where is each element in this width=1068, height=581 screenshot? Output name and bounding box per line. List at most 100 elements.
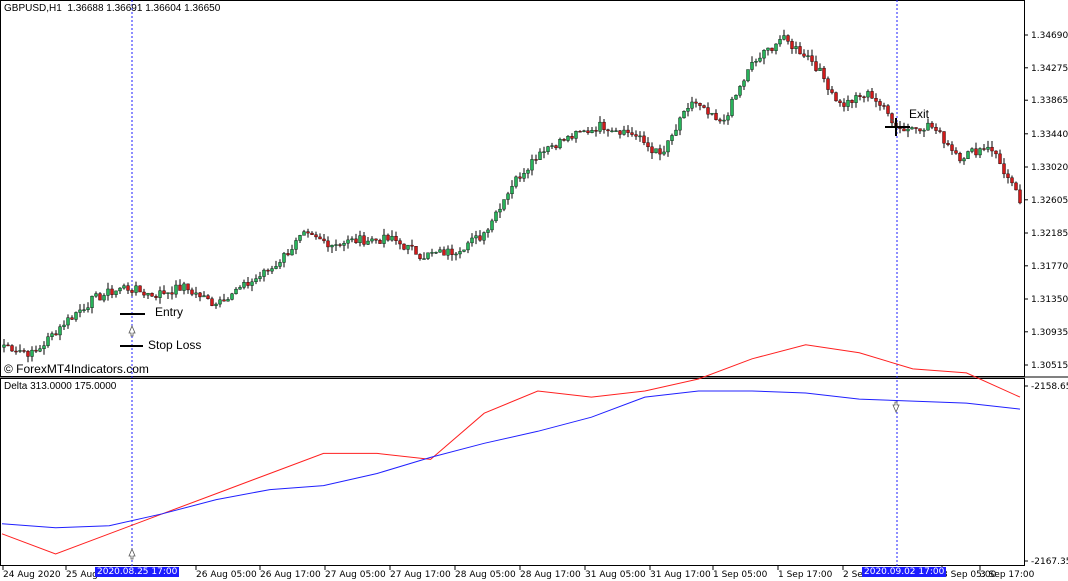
candle-body bbox=[426, 252, 430, 259]
candle-body bbox=[386, 234, 390, 241]
candle-body bbox=[818, 67, 822, 71]
candle-body bbox=[110, 288, 114, 295]
candle-body bbox=[814, 61, 818, 71]
candle-body bbox=[870, 91, 874, 99]
candle-body bbox=[146, 292, 150, 296]
candle-body bbox=[994, 150, 998, 155]
candle-body bbox=[418, 254, 422, 259]
time-tick-label: 28 Aug 05:00 bbox=[455, 570, 516, 580]
candle-body bbox=[338, 244, 342, 246]
candle-body bbox=[70, 317, 74, 320]
candle-body bbox=[970, 148, 974, 152]
candle-body bbox=[54, 333, 58, 336]
candle-body bbox=[822, 67, 826, 79]
candle-body bbox=[786, 35, 790, 42]
stop-loss-label: Stop Loss bbox=[148, 338, 202, 352]
candle-body bbox=[558, 139, 562, 149]
candle-body bbox=[306, 231, 310, 234]
candle-body bbox=[194, 292, 198, 295]
candle-body bbox=[626, 129, 630, 133]
indicator-layer bbox=[1, 344, 1021, 555]
candle-body bbox=[242, 282, 246, 288]
candle-body bbox=[574, 131, 578, 139]
candle-body bbox=[34, 349, 38, 352]
candle-body bbox=[274, 266, 278, 269]
candle-body bbox=[486, 229, 490, 233]
candle-body bbox=[370, 238, 374, 242]
candle-body bbox=[610, 130, 614, 133]
candle-body bbox=[330, 244, 334, 248]
time-axis: 24 Aug 2020 25 Aug 26 Aug 05:00 26 Aug 17:0… bbox=[2, 566, 1035, 580]
candle-body bbox=[474, 235, 478, 239]
candle-body bbox=[154, 296, 158, 298]
candle-body bbox=[402, 243, 406, 250]
candle-body bbox=[334, 244, 338, 246]
time-tick-label: 31 Aug 17:00 bbox=[650, 570, 711, 580]
candle-body bbox=[50, 333, 54, 337]
candle-body bbox=[882, 105, 886, 107]
candle-body bbox=[470, 237, 474, 244]
candle-body bbox=[170, 292, 174, 295]
candle-body bbox=[290, 249, 294, 256]
candle-body bbox=[378, 240, 382, 244]
indicator-axis: -2158.65 -2167.35 bbox=[1024, 382, 1068, 567]
candle-body bbox=[518, 176, 522, 179]
price-tick-label: 1.30935 bbox=[1031, 328, 1068, 338]
candle-body bbox=[946, 143, 950, 145]
candle-body bbox=[962, 158, 966, 162]
candle-body bbox=[62, 324, 66, 327]
candle-body bbox=[190, 289, 194, 295]
candle-body bbox=[174, 284, 178, 295]
candle-body bbox=[30, 349, 34, 357]
candle-body bbox=[578, 131, 582, 133]
exit-label: Exit bbox=[909, 107, 930, 121]
candle-body bbox=[582, 130, 586, 132]
candle-body bbox=[278, 262, 282, 267]
candle-body bbox=[202, 295, 206, 298]
price-tick-label: 1.32185 bbox=[1031, 229, 1068, 239]
candle-body bbox=[530, 159, 534, 171]
indicator-tick-label: -2158.65 bbox=[1031, 382, 1068, 392]
candle-body bbox=[502, 199, 506, 210]
candle-body bbox=[838, 100, 842, 103]
candle-body bbox=[506, 193, 510, 200]
candle-body bbox=[382, 234, 386, 244]
candle-body bbox=[362, 235, 366, 245]
time-tick-label: 25 Aug bbox=[66, 570, 98, 580]
candle-body bbox=[122, 285, 126, 289]
candle-body bbox=[142, 291, 146, 296]
price-tick-label: 1.33440 bbox=[1031, 130, 1068, 140]
candle-body bbox=[966, 151, 970, 159]
candle-body bbox=[230, 293, 234, 300]
price-tick-label: 1.30515 bbox=[1031, 361, 1068, 371]
candle-body bbox=[758, 57, 762, 62]
candle-body bbox=[682, 111, 686, 119]
candle-body bbox=[978, 148, 982, 156]
candle-body bbox=[646, 142, 650, 148]
candle-body bbox=[694, 101, 698, 104]
candle-body bbox=[434, 252, 438, 254]
entry-time-highlight: 2020.08.25 17:00 bbox=[95, 567, 180, 577]
time-tick-label: 2 Se bbox=[843, 570, 863, 580]
candle-body bbox=[958, 153, 962, 162]
candle-body bbox=[294, 240, 298, 250]
candle-body bbox=[390, 235, 394, 241]
candle-body bbox=[762, 50, 766, 59]
candle-body bbox=[986, 146, 990, 150]
candle-body bbox=[22, 350, 26, 352]
candle-body bbox=[846, 99, 850, 107]
chart-header: GBPUSD,H1 1.36688 1.36691 1.36604 1.3665… bbox=[4, 3, 220, 14]
candle-body bbox=[702, 105, 706, 108]
candle-body bbox=[914, 127, 918, 129]
candle-body bbox=[322, 238, 326, 242]
candle-body bbox=[562, 139, 566, 141]
candle-body bbox=[366, 240, 370, 245]
time-tick-label: 31 Aug 05:00 bbox=[585, 570, 646, 580]
candle-body bbox=[862, 96, 866, 98]
candle-body bbox=[114, 290, 118, 295]
candle-body bbox=[810, 55, 814, 62]
candle-body bbox=[6, 344, 10, 347]
candle-body bbox=[662, 151, 666, 155]
candle-body bbox=[494, 211, 498, 222]
candle-body bbox=[94, 293, 98, 297]
